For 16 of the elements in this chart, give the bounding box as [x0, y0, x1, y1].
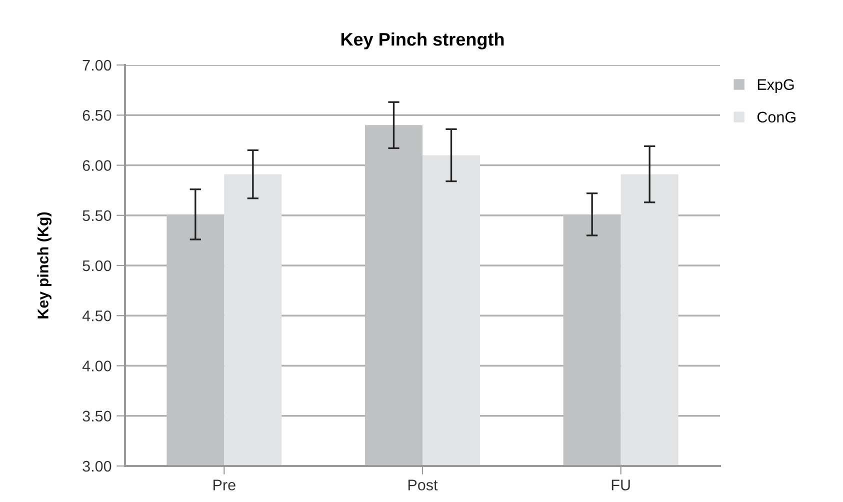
x-tick-label: Post [408, 480, 438, 490]
y-tick-label: 7.00 [82, 60, 112, 71]
y-tick-label: 3.50 [82, 410, 112, 422]
y-tick-label: 4.50 [82, 310, 112, 322]
y-axis-title: Key pinch (Kg) [37, 212, 52, 318]
y-tick-label: 6.00 [82, 160, 112, 171]
chart-title: Key Pinch strength [341, 32, 504, 50]
y-tick-label: 5.50 [82, 210, 112, 222]
legend-label: ConG [757, 112, 796, 123]
x-tick-label: FU [612, 480, 630, 490]
x-tick-label: Pre [214, 480, 236, 490]
y-tick-label: 4.00 [82, 360, 112, 372]
y-tick-label: 6.50 [82, 110, 112, 121]
y-tick-label: 5.00 [82, 260, 112, 272]
legend-label: ExpG [758, 79, 794, 93]
y-tick-label: 3.00 [82, 460, 112, 472]
